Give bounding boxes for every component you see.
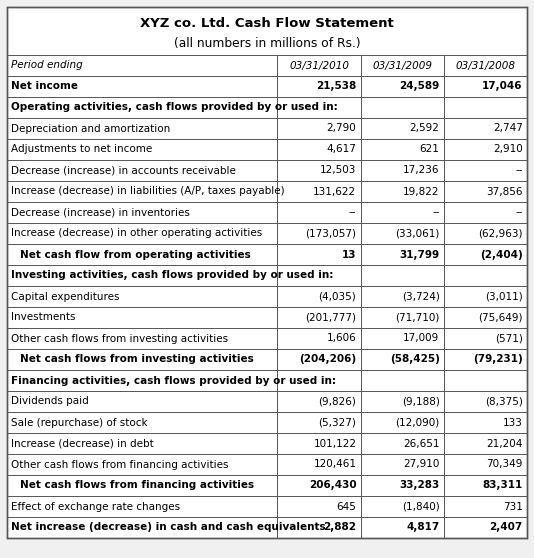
Text: (71,710): (71,710) [395, 312, 439, 323]
Text: 83,311: 83,311 [483, 480, 523, 490]
Text: (2,404): (2,404) [480, 249, 523, 259]
Text: (201,777): (201,777) [305, 312, 356, 323]
Text: Net cash flows from investing activities: Net cash flows from investing activities [20, 354, 254, 364]
Text: (5,327): (5,327) [318, 417, 356, 427]
Text: Depreciation and amortization: Depreciation and amortization [11, 123, 170, 133]
Text: --: -- [349, 208, 356, 218]
Text: Increase (decrease) in liabilities (A/P, taxes payable): Increase (decrease) in liabilities (A/P,… [11, 186, 285, 196]
Text: 131,622: 131,622 [313, 186, 356, 196]
Text: (4,035): (4,035) [319, 291, 356, 301]
Text: 645: 645 [336, 502, 356, 512]
Text: Net increase (decrease) in cash and cash equivalents: Net increase (decrease) in cash and cash… [11, 522, 326, 532]
Text: (12,090): (12,090) [395, 417, 439, 427]
Text: 206,430: 206,430 [309, 480, 356, 490]
Text: Period ending: Period ending [11, 60, 83, 70]
Text: (58,425): (58,425) [390, 354, 439, 364]
Text: 33,283: 33,283 [399, 480, 439, 490]
Text: 70,349: 70,349 [486, 459, 523, 469]
Text: (79,231): (79,231) [473, 354, 523, 364]
Text: 1,606: 1,606 [327, 334, 356, 344]
Text: Adjustments to net income: Adjustments to net income [11, 145, 153, 155]
Text: (9,826): (9,826) [318, 397, 356, 406]
Text: 2,592: 2,592 [410, 123, 439, 133]
Text: Net cash flows from financing activities: Net cash flows from financing activities [20, 480, 255, 490]
Text: (8,375): (8,375) [485, 397, 523, 406]
Text: Increase (decrease) in debt: Increase (decrease) in debt [11, 439, 154, 449]
Text: 2,747: 2,747 [493, 123, 523, 133]
Text: 19,822: 19,822 [403, 186, 439, 196]
Text: (33,061): (33,061) [395, 228, 439, 238]
Text: (1,840): (1,840) [402, 502, 439, 512]
Text: 37,856: 37,856 [486, 186, 523, 196]
Text: 621: 621 [420, 145, 439, 155]
Text: (571): (571) [495, 334, 523, 344]
Text: --: -- [432, 208, 439, 218]
Text: 17,236: 17,236 [403, 166, 439, 176]
Text: 12,503: 12,503 [320, 166, 356, 176]
Text: 21,538: 21,538 [316, 81, 356, 92]
Text: Sale (repurchase) of stock: Sale (repurchase) of stock [11, 417, 148, 427]
Text: (all numbers in millions of Rs.): (all numbers in millions of Rs.) [174, 36, 360, 50]
Text: (3,011): (3,011) [485, 291, 523, 301]
Text: 27,910: 27,910 [403, 459, 439, 469]
Text: (204,206): (204,206) [299, 354, 356, 364]
Text: (3,724): (3,724) [402, 291, 439, 301]
Text: Investing activities, cash flows provided by or used in:: Investing activities, cash flows provide… [11, 271, 334, 281]
Text: 4,817: 4,817 [406, 522, 439, 532]
Text: (9,188): (9,188) [402, 397, 439, 406]
Text: --: -- [515, 208, 523, 218]
Text: 17,046: 17,046 [482, 81, 523, 92]
Text: 120,461: 120,461 [313, 459, 356, 469]
Text: 2,407: 2,407 [490, 522, 523, 532]
Text: 4,617: 4,617 [326, 145, 356, 155]
Text: 17,009: 17,009 [403, 334, 439, 344]
Text: --: -- [515, 166, 523, 176]
Text: 03/31/2008: 03/31/2008 [456, 60, 515, 70]
Text: XYZ co. Ltd. Cash Flow Statement: XYZ co. Ltd. Cash Flow Statement [140, 17, 394, 30]
Text: (173,057): (173,057) [305, 228, 356, 238]
Text: Capital expenditures: Capital expenditures [11, 291, 120, 301]
Text: (75,649): (75,649) [478, 312, 523, 323]
Text: Net income: Net income [11, 81, 78, 92]
Text: (62,963): (62,963) [478, 228, 523, 238]
Text: 2,790: 2,790 [327, 123, 356, 133]
Text: Investments: Investments [11, 312, 76, 323]
Text: Other cash flows from investing activities: Other cash flows from investing activiti… [11, 334, 229, 344]
Text: 2,882: 2,882 [323, 522, 356, 532]
Text: 03/31/2010: 03/31/2010 [289, 60, 349, 70]
Text: Other cash flows from financing activities: Other cash flows from financing activiti… [11, 459, 229, 469]
Text: Dividends paid: Dividends paid [11, 397, 89, 406]
Text: 21,204: 21,204 [486, 439, 523, 449]
Text: Operating activities, cash flows provided by or used in:: Operating activities, cash flows provide… [11, 103, 338, 113]
Text: 133: 133 [503, 417, 523, 427]
Text: Decrease (increase) in inventories: Decrease (increase) in inventories [11, 208, 190, 218]
Text: 31,799: 31,799 [399, 249, 439, 259]
Text: 26,651: 26,651 [403, 439, 439, 449]
Text: Financing activities, cash flows provided by or used in:: Financing activities, cash flows provide… [11, 376, 336, 386]
Text: 2,910: 2,910 [493, 145, 523, 155]
Text: Decrease (increase) in accounts receivable: Decrease (increase) in accounts receivab… [11, 166, 236, 176]
Text: Increase (decrease) in other operating activities: Increase (decrease) in other operating a… [11, 228, 263, 238]
Text: Effect of exchange rate changes: Effect of exchange rate changes [11, 502, 180, 512]
Text: 13: 13 [342, 249, 356, 259]
Text: 24,589: 24,589 [399, 81, 439, 92]
Text: 101,122: 101,122 [313, 439, 356, 449]
Text: Net cash flow from operating activities: Net cash flow from operating activities [20, 249, 251, 259]
Text: 03/31/2009: 03/31/2009 [372, 60, 432, 70]
Text: 731: 731 [503, 502, 523, 512]
